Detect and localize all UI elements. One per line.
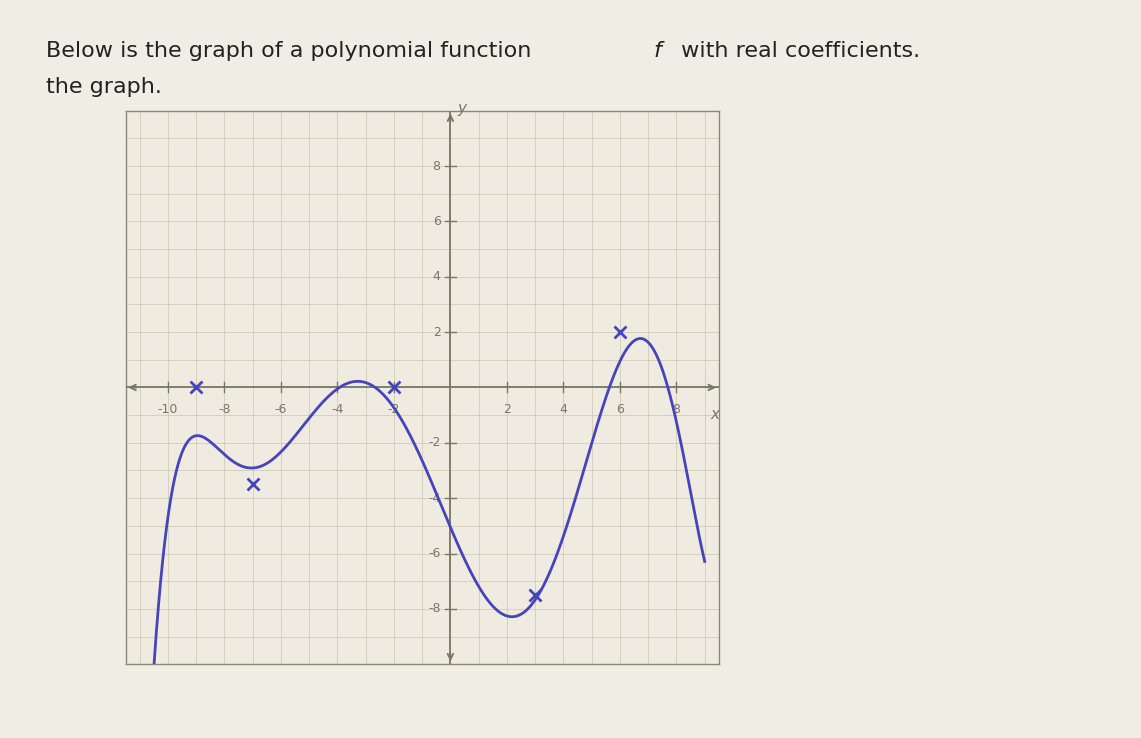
Text: x: x (711, 407, 719, 422)
Text: -2: -2 (428, 436, 440, 449)
Text: 2: 2 (503, 403, 511, 415)
Text: f: f (654, 41, 662, 61)
Text: 2: 2 (432, 325, 440, 339)
Text: -4: -4 (331, 403, 343, 415)
Text: 4: 4 (559, 403, 567, 415)
Text: Below is the graph of a polynomial function: Below is the graph of a polynomial funct… (46, 41, 539, 61)
Text: 4: 4 (432, 270, 440, 283)
Text: -2: -2 (388, 403, 400, 415)
Text: 6: 6 (616, 403, 624, 415)
Text: 6: 6 (432, 215, 440, 228)
Text: the graph.: the graph. (46, 77, 162, 97)
Text: 8: 8 (432, 159, 440, 173)
Text: 8: 8 (672, 403, 680, 415)
Text: with real coefficients.: with real coefficients. (674, 41, 921, 61)
Text: -4: -4 (428, 492, 440, 505)
Text: -10: -10 (157, 403, 178, 415)
Text: y: y (458, 101, 467, 116)
Text: -8: -8 (218, 403, 230, 415)
Text: -6: -6 (428, 547, 440, 560)
Text: -8: -8 (428, 602, 440, 615)
Text: -6: -6 (275, 403, 288, 415)
